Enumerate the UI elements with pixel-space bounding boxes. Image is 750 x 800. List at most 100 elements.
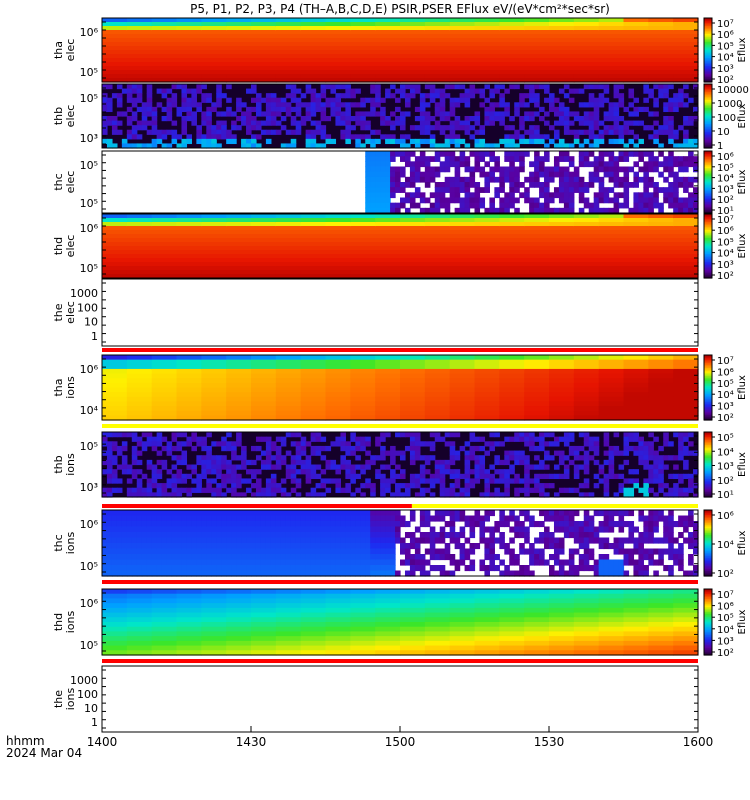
thc-ions-cell [116,521,123,528]
thc-ions-cell [295,548,302,555]
thc-elec-cell [668,151,674,157]
thb-ions-cell [573,455,580,461]
thb-ions-cell [409,459,416,466]
thb-ions-cell [231,455,237,461]
thc-ions-cell [479,515,486,522]
thc-ions-cell [310,548,317,555]
thc-ions-cell [241,565,247,572]
thc-ions-cell [504,515,510,522]
thd-elec-cell [499,222,525,227]
thb-elec-cell [370,97,376,103]
thb-elec-cell [608,129,615,135]
tha-ions-colorbar-step [704,389,712,392]
thb-elec-cell [330,111,337,117]
thc-ions-cell [305,554,312,561]
thb-elec-cell [340,93,346,99]
thc-ions-cell [310,554,317,561]
thc-elec-frame [101,150,699,214]
tha-elec-cell [375,42,401,47]
thd-elec-cell [524,222,550,227]
thb-elec-cell [102,84,108,90]
thc-ions-cell [176,521,183,528]
thb-ions-cell [499,478,505,484]
thb-elec-cell [663,102,669,108]
thb-elec-cell [529,134,535,140]
thc-elec-cell [464,197,471,204]
thc-ions-cell [439,570,446,577]
tha-ions-cell [424,378,451,384]
thc-ions-cell [469,521,476,528]
thb-ions-cell [583,436,590,442]
thb-elec-cell [658,93,664,99]
thc-ions-cell [196,543,202,550]
thc-ions-cell [270,570,277,577]
thb-elec-cell [439,106,446,113]
thb-elec-cell [613,111,620,117]
thb-ions-cell [330,478,337,484]
thb-ions-cell [251,483,257,489]
thd-elec-cell [300,214,327,219]
thb-elec-cell [434,106,441,113]
thb-elec-cell [459,125,466,131]
thd-elec-colorbar-step [704,255,712,258]
thb-ions-cell [285,432,292,438]
thc-ions-cell [370,510,376,517]
thb-elec-cell [504,138,510,145]
tha-ions-cell [251,387,277,393]
tha-elec-ytick-label: 10⁵ [80,66,98,79]
thb-ions-cell [290,469,297,475]
thb-ions-cell [390,492,396,498]
thd-elec-colorbar-step [704,236,712,239]
thb-ions-cell [539,459,545,466]
tha-elec-colorbar-step [704,34,712,37]
thb-elec-cell [226,129,232,135]
thb-elec-cell [265,93,272,99]
thb-elec-cell [345,84,351,90]
thc-elec-cell [419,197,426,204]
thb-ions-cell [106,469,113,475]
thb-ions-colorbar-step [704,441,712,444]
tha-elec-cell [275,74,302,79]
thc-elec-colorbar-step [704,202,712,205]
tha-ions-cell [524,373,550,379]
thb-elec-cell [285,106,292,113]
thc-ions-cell [404,548,411,555]
tha-ions-cell [598,406,625,412]
thd-elec-colorbar-label: Eflux [737,233,748,258]
thc-elec-cell [479,166,486,173]
thb-elec-cell [504,134,510,140]
thb-ions-colorbar-step [704,448,712,451]
thc-elec-cell [449,187,456,193]
tha-ions-cell [126,410,153,416]
thb-ions-cell [300,459,307,466]
thb-ions-cell [380,483,386,489]
thc-ions-cell [102,510,108,517]
thc-ions-cell [141,532,148,539]
thb-ions-cell [638,459,644,466]
thb-elec-cell [653,102,659,108]
tha-elec-cell [424,58,451,63]
thc-elec-cell [623,197,630,204]
thb-ions-cell [350,492,356,498]
thc-elec-cell [380,156,386,162]
thb-ions-cell [593,473,600,480]
thc-elec-cell [370,182,376,188]
thb-elec-cell [668,120,674,126]
thb-elec-cell [285,111,292,117]
thb-elec-cell [226,84,232,90]
thd-elec-cell [251,246,277,251]
thb-ions-cell [201,455,207,461]
thb-ions-cell [270,483,277,489]
thc-ions-cell [558,537,565,544]
thc-elec-cell [454,182,461,188]
thd-elec-cell [102,226,128,231]
thc-elec-cell [688,151,694,157]
thb-ions-cell [519,478,525,484]
thd-elec-cell [102,266,128,271]
thc-ions-cell [270,537,277,544]
thc-ions-cell [479,565,486,572]
tha-elec-cell [350,34,376,39]
thb-ions-cell [151,483,158,489]
tha-elec-cell [126,58,153,63]
